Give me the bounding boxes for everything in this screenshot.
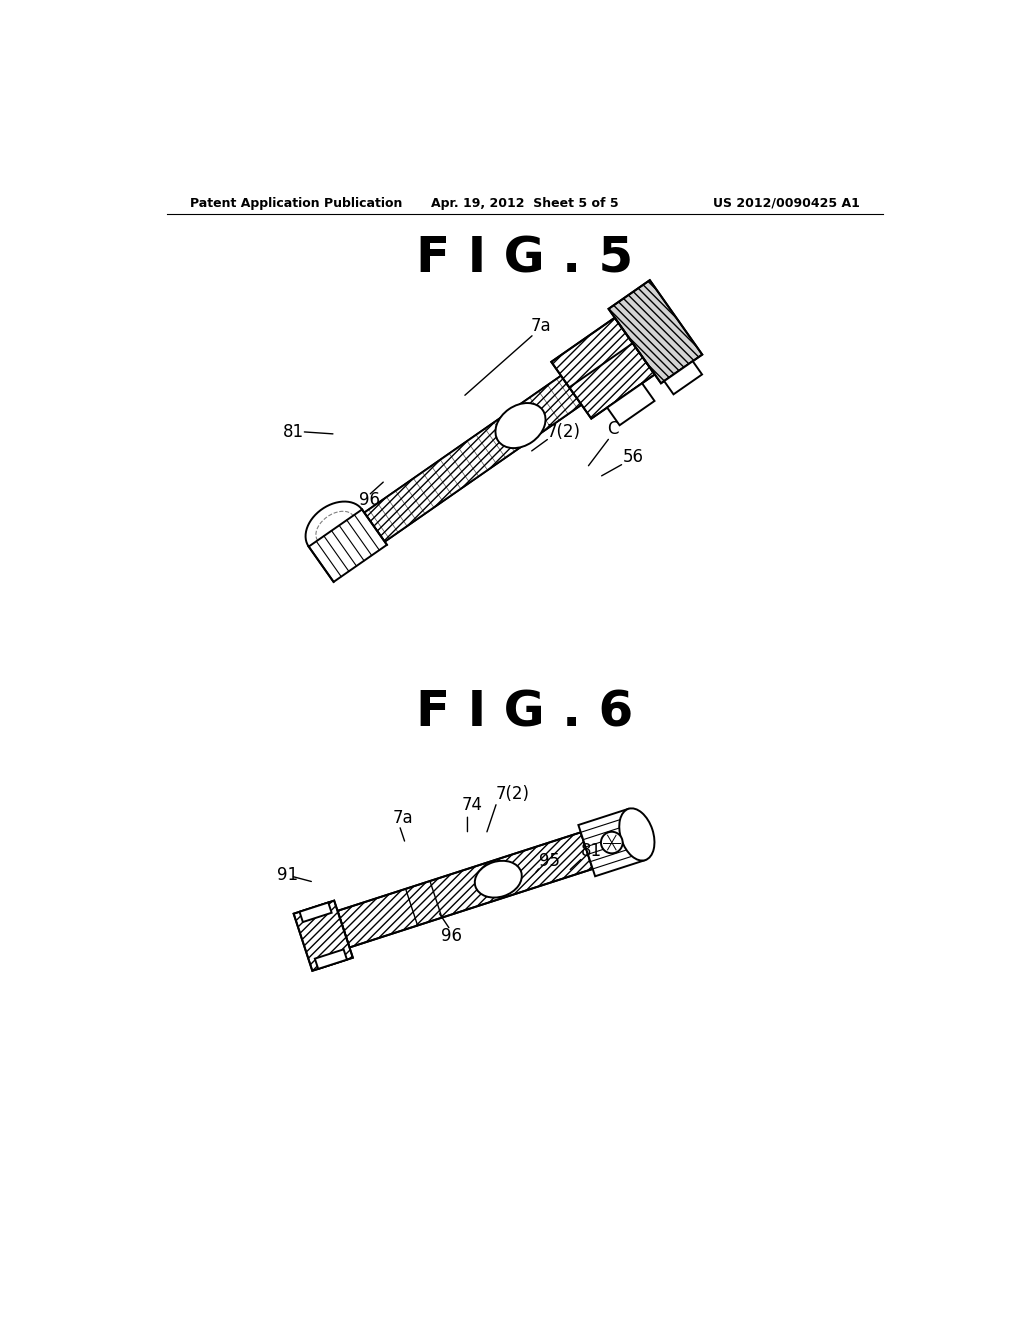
Text: 7a: 7a: [393, 809, 414, 826]
Text: 96: 96: [441, 927, 463, 945]
Text: 81: 81: [283, 422, 304, 441]
Ellipse shape: [620, 808, 654, 861]
Text: Patent Application Publication: Patent Application Publication: [190, 197, 402, 210]
Text: Apr. 19, 2012  Sheet 5 of 5: Apr. 19, 2012 Sheet 5 of 5: [431, 197, 618, 210]
Text: C: C: [607, 421, 618, 438]
Text: 95: 95: [539, 851, 560, 870]
Polygon shape: [607, 383, 654, 425]
Text: 91: 91: [276, 866, 298, 883]
Text: 7(2): 7(2): [496, 785, 529, 804]
Polygon shape: [665, 362, 702, 395]
Text: 74: 74: [461, 796, 482, 814]
Polygon shape: [308, 510, 387, 582]
Polygon shape: [579, 809, 645, 876]
Polygon shape: [608, 280, 702, 383]
Text: 56: 56: [623, 449, 643, 466]
Text: 7a: 7a: [531, 317, 552, 335]
Text: US 2012/0090425 A1: US 2012/0090425 A1: [713, 197, 859, 210]
Polygon shape: [300, 903, 332, 923]
Polygon shape: [294, 900, 353, 970]
Polygon shape: [365, 376, 582, 541]
Polygon shape: [551, 318, 654, 418]
Ellipse shape: [475, 861, 522, 898]
Ellipse shape: [496, 403, 546, 447]
Polygon shape: [338, 833, 593, 948]
Text: 81: 81: [582, 842, 602, 861]
Text: 96: 96: [359, 491, 380, 510]
Text: F I G . 6: F I G . 6: [416, 689, 634, 737]
Polygon shape: [314, 949, 347, 969]
Text: F I G . 5: F I G . 5: [416, 235, 634, 282]
Circle shape: [601, 832, 623, 853]
Text: 7(2): 7(2): [547, 422, 581, 441]
Polygon shape: [365, 376, 582, 541]
